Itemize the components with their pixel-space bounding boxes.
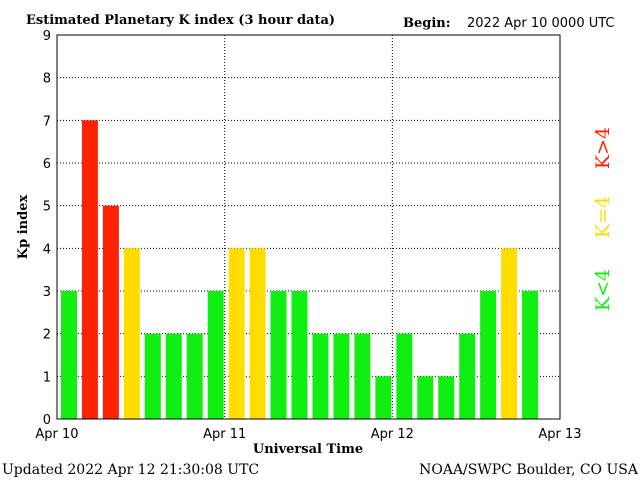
legend-mid: K=4 [592, 196, 614, 238]
x-tick-label: Apr 13 [538, 427, 581, 442]
x-tick-label: Apr 12 [371, 427, 414, 442]
source-credit: NOAA/SWPC Boulder, CO USA [419, 462, 639, 478]
x-tick-labels: Apr 10 Apr 11 Apr 12 Apr 13 [35, 427, 581, 442]
kp-bar [165, 333, 182, 419]
kp-bar [501, 248, 518, 419]
x-tick-label: Apr 11 [203, 427, 246, 442]
legend-low: K<4 [592, 269, 614, 311]
y-tick-label: 9 [43, 29, 51, 44]
y-tick-label: 5 [43, 200, 51, 215]
kp-bar [228, 248, 245, 419]
kp-bar [354, 333, 371, 419]
kp-bar [459, 333, 476, 419]
x-axis-label: Universal Time [253, 442, 363, 457]
begin-label: Begin: [403, 16, 451, 31]
kp-bar [522, 291, 539, 419]
kp-bar [123, 248, 140, 419]
kp-bar [81, 120, 98, 419]
chart-title: Estimated Planetary K index (3 hour data… [26, 13, 335, 28]
kp-bar [186, 333, 203, 419]
y-tick-label: 0 [43, 413, 51, 428]
grid-lines [57, 35, 560, 419]
kp-bar [102, 205, 119, 419]
y-tick-label: 1 [43, 370, 51, 385]
y-tick-label: 2 [43, 328, 51, 343]
y-tick-label: 8 [43, 72, 51, 87]
updated-timestamp: Updated 2022 Apr 12 21:30:08 UTC [2, 462, 259, 478]
kp-bar [375, 376, 392, 419]
kp-bar [480, 291, 497, 419]
y-axis-label: Kp index [16, 195, 31, 260]
kp-bar [207, 291, 224, 419]
bar-series [61, 120, 539, 419]
kp-bar [270, 291, 287, 419]
kp-bar [144, 333, 161, 419]
kp-bar [61, 291, 77, 419]
kp-bar [417, 376, 434, 419]
x-tick-label: Apr 10 [35, 427, 78, 442]
legend-high: K>4 [592, 127, 614, 169]
y-tick-label: 7 [43, 114, 51, 129]
kp-bar [291, 291, 308, 419]
kp-bar [396, 333, 413, 419]
y-tick-label: 6 [43, 157, 51, 172]
kp-bar [249, 248, 266, 419]
begin-value: 2022 Apr 10 0000 UTC [467, 16, 615, 31]
y-tick-labels: 0 1 2 3 4 5 6 7 8 9 [43, 29, 51, 428]
kp-bar [312, 333, 329, 419]
plot-frame [56, 34, 561, 420]
kp-bar [438, 376, 455, 419]
kp-bar [333, 333, 350, 419]
y-tick-label: 3 [43, 285, 51, 300]
y-tick-label: 4 [43, 242, 51, 257]
